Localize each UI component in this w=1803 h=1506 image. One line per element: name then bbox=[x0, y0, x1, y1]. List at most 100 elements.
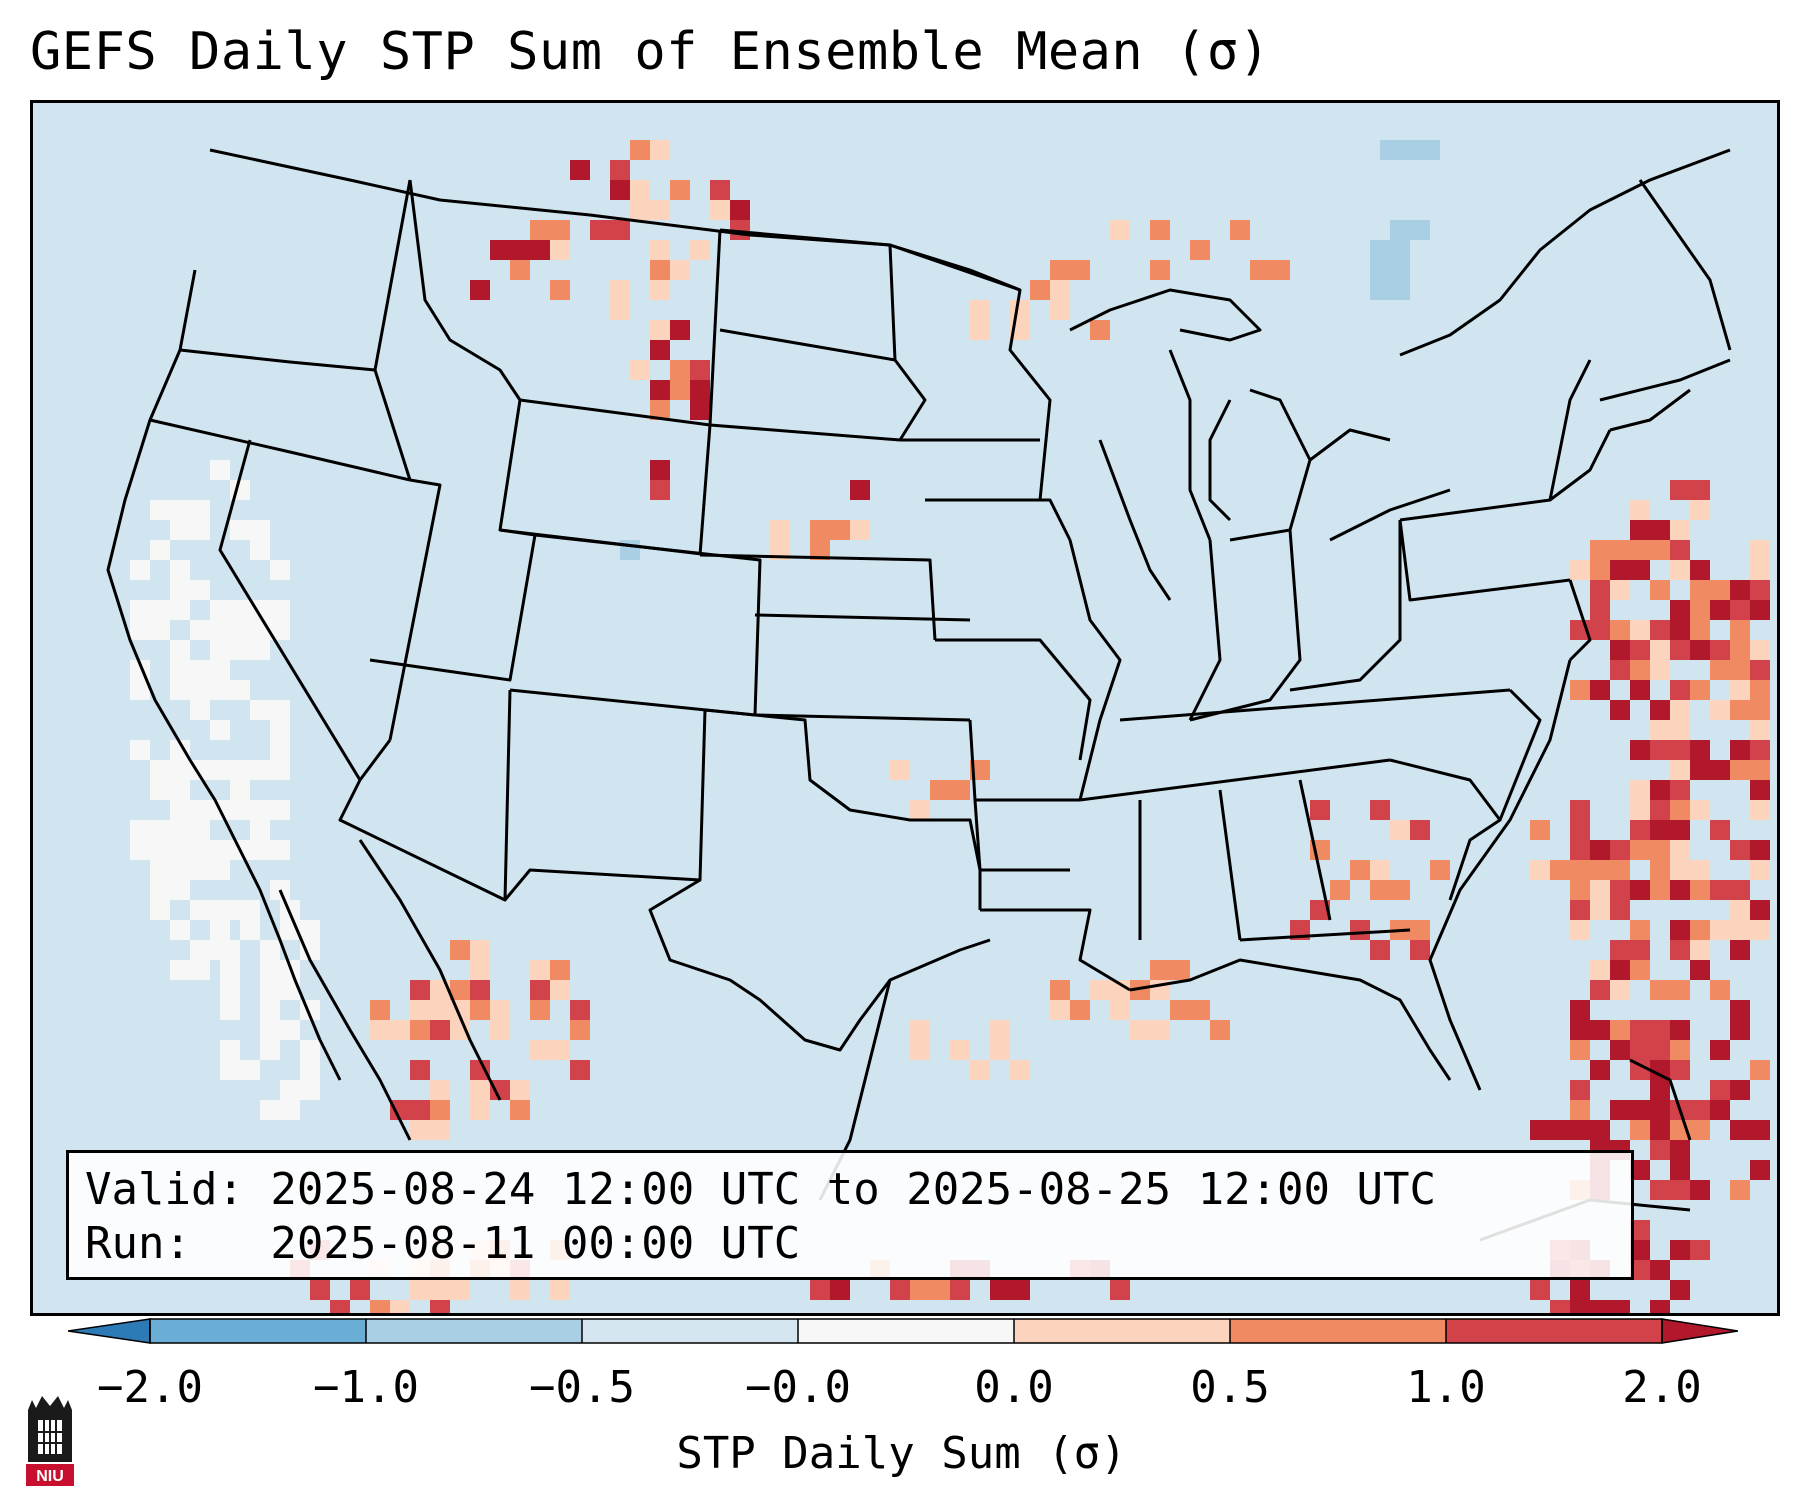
stp-cell bbox=[220, 940, 240, 960]
stp-cell bbox=[1670, 820, 1690, 840]
stp-cell bbox=[1350, 860, 1370, 880]
stp-cell bbox=[1610, 980, 1630, 1000]
stp-cell bbox=[1310, 800, 1330, 820]
stp-cell bbox=[430, 1120, 450, 1140]
stp-cell bbox=[1010, 300, 1030, 320]
colorbar-tick-label: 1.0 bbox=[1406, 1362, 1486, 1413]
stp-cell bbox=[1050, 980, 1070, 1000]
stp-cell bbox=[1650, 880, 1670, 900]
stp-cell bbox=[1590, 600, 1610, 620]
stp-cell bbox=[1570, 1000, 1590, 1020]
colorbar-segment bbox=[366, 1319, 582, 1343]
stp-cell bbox=[130, 840, 150, 860]
stp-cell bbox=[1550, 1120, 1570, 1140]
stp-cell bbox=[1730, 660, 1750, 680]
stp-cell bbox=[620, 540, 640, 560]
stp-cell bbox=[1650, 620, 1670, 640]
stp-cell bbox=[150, 620, 170, 640]
stp-cell bbox=[1650, 820, 1670, 840]
stp-cell bbox=[1670, 1020, 1690, 1040]
stp-cell bbox=[410, 1100, 430, 1120]
stp-cell bbox=[570, 1060, 590, 1080]
stp-cell bbox=[1750, 740, 1770, 760]
stp-cell bbox=[610, 160, 630, 180]
stp-cell bbox=[830, 1280, 850, 1300]
stp-cell bbox=[280, 1080, 300, 1100]
stp-cell bbox=[170, 740, 190, 760]
stp-cell bbox=[230, 520, 250, 540]
stp-cell bbox=[190, 760, 210, 780]
stp-cell bbox=[280, 1020, 300, 1040]
stp-cell bbox=[470, 980, 490, 1000]
stp-cell bbox=[1670, 1060, 1690, 1080]
stp-cell bbox=[510, 1080, 530, 1100]
stp-cell bbox=[1690, 480, 1710, 500]
stp-cell bbox=[1670, 620, 1690, 640]
stp-cell bbox=[1210, 1020, 1230, 1040]
stp-cell bbox=[1050, 260, 1070, 280]
stp-cell bbox=[410, 1020, 430, 1040]
stp-cell bbox=[1370, 800, 1390, 820]
stp-cell bbox=[910, 1020, 930, 1040]
stp-cell bbox=[1750, 540, 1770, 560]
colorbar-segment bbox=[150, 1319, 366, 1343]
stp-cell bbox=[1670, 640, 1690, 660]
stp-cell bbox=[1390, 880, 1410, 900]
stp-cell bbox=[250, 760, 270, 780]
stp-cell bbox=[1650, 720, 1670, 740]
stp-cell bbox=[1610, 580, 1630, 600]
stp-cell bbox=[850, 480, 870, 500]
stp-cell bbox=[930, 1280, 950, 1300]
stp-cell bbox=[1710, 760, 1730, 780]
stp-cell bbox=[470, 960, 490, 980]
stp-cell bbox=[650, 280, 670, 300]
stp-cell bbox=[1570, 1300, 1590, 1316]
stp-cell bbox=[1170, 1000, 1190, 1020]
stp-cell bbox=[1610, 860, 1630, 880]
stp-cell bbox=[1570, 680, 1590, 700]
stp-cell bbox=[1590, 560, 1610, 580]
stp-cell bbox=[170, 820, 190, 840]
stp-cell bbox=[190, 960, 210, 980]
stp-cell bbox=[310, 1280, 330, 1300]
stp-cell bbox=[450, 940, 470, 960]
colorbar-tick-label: −1.0 bbox=[313, 1362, 419, 1413]
valid-time-text: Valid: 2025-08-24 12:00 UTC to 2025-08-2… bbox=[85, 1164, 1437, 1215]
stp-cell bbox=[1110, 980, 1130, 1000]
stp-cell bbox=[770, 540, 790, 560]
stp-cell bbox=[1570, 1080, 1590, 1100]
stp-cell bbox=[1630, 780, 1650, 800]
stp-cell bbox=[650, 340, 670, 360]
stp-cell bbox=[270, 620, 290, 640]
stp-cell bbox=[1690, 680, 1710, 700]
stp-cell bbox=[150, 760, 170, 780]
stp-cell bbox=[1730, 900, 1750, 920]
stp-cell bbox=[170, 800, 190, 820]
stp-cell bbox=[410, 1120, 430, 1140]
stp-cell bbox=[260, 960, 280, 980]
colorbar-tick-label: −0.0 bbox=[745, 1362, 851, 1413]
stp-cell bbox=[1670, 480, 1690, 500]
stp-cell bbox=[210, 860, 230, 880]
stp-cell bbox=[1650, 740, 1670, 760]
stp-cell bbox=[1010, 1060, 1030, 1080]
stp-cell bbox=[1410, 820, 1430, 840]
stp-cell bbox=[1630, 1240, 1650, 1260]
stp-cell bbox=[1690, 1120, 1710, 1140]
stp-cell bbox=[270, 800, 290, 820]
stp-cell bbox=[1670, 840, 1690, 860]
stp-cell bbox=[470, 1060, 490, 1080]
stp-cell bbox=[1670, 560, 1690, 580]
stp-cell bbox=[1730, 1020, 1750, 1040]
stp-cell bbox=[190, 680, 210, 700]
stp-cell bbox=[1750, 560, 1770, 580]
stp-cell bbox=[1650, 1180, 1670, 1200]
stp-cell bbox=[1570, 1020, 1590, 1040]
stp-cell bbox=[230, 780, 250, 800]
stp-cell bbox=[1570, 1280, 1590, 1300]
stp-cell bbox=[1570, 1040, 1590, 1060]
stp-cell bbox=[650, 380, 670, 400]
stp-cell bbox=[1650, 1100, 1670, 1120]
stp-cell bbox=[1590, 860, 1610, 880]
stp-cell bbox=[1390, 280, 1410, 300]
